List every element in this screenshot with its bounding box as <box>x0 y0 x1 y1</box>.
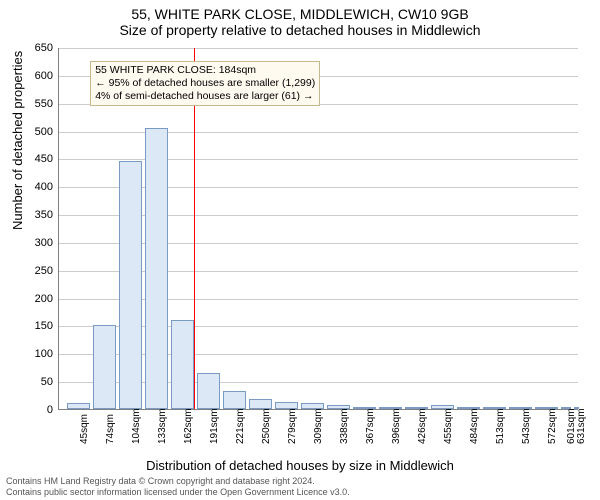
histogram-bar <box>223 391 246 409</box>
histogram-bar <box>145 128 168 409</box>
gridline-h <box>59 132 578 133</box>
ytick-label: 600 <box>35 70 59 82</box>
annotation-line: 55 WHITE PARK CLOSE: 184sqm <box>95 64 315 77</box>
ytick-label: 200 <box>35 293 59 305</box>
footer-line2: Contains public sector information licen… <box>6 487 350 498</box>
ytick-label: 400 <box>35 181 59 193</box>
x-axis-label: Distribution of detached houses by size … <box>0 458 600 473</box>
footer-attribution: Contains HM Land Registry data © Crown c… <box>6 476 350 498</box>
histogram-bar <box>93 325 116 409</box>
annotation-line: ← 95% of detached houses are smaller (1,… <box>95 77 315 90</box>
histogram-bar <box>119 161 142 409</box>
gridline-h <box>59 48 578 49</box>
chart-title-address: 55, WHITE PARK CLOSE, MIDDLEWICH, CW10 9… <box>0 0 600 22</box>
ytick-label: 500 <box>35 126 59 138</box>
ytick-label: 450 <box>35 153 59 165</box>
annotation-line: 4% of semi-detached houses are larger (6… <box>95 90 315 103</box>
ytick-label: 100 <box>35 348 59 360</box>
y-axis-label: Number of detached properties <box>10 51 25 230</box>
histogram-bar <box>171 320 194 409</box>
histogram-plot: 0501001502002503003504004505005506006504… <box>58 48 578 410</box>
annotation-box: 55 WHITE PARK CLOSE: 184sqm← 95% of deta… <box>90 61 320 106</box>
ytick-label: 150 <box>35 320 59 332</box>
ytick-label: 0 <box>47 404 59 416</box>
ytick-label: 300 <box>35 237 59 249</box>
chart-title-sub: Size of property relative to detached ho… <box>0 22 600 38</box>
ytick-label: 550 <box>35 98 59 110</box>
histogram-bar <box>67 403 90 409</box>
ytick-label: 350 <box>35 209 59 221</box>
ytick-label: 250 <box>35 265 59 277</box>
ytick-label: 650 <box>35 42 59 54</box>
histogram-bar <box>197 373 220 409</box>
footer-line1: Contains HM Land Registry data © Crown c… <box>6 476 350 487</box>
ytick-label: 50 <box>41 376 59 388</box>
